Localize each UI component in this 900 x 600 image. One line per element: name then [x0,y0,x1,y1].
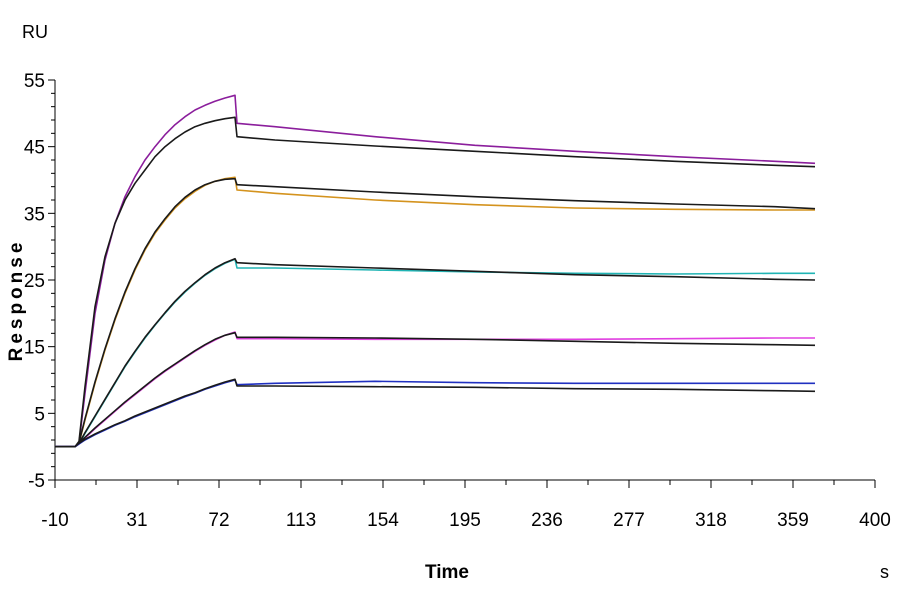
series-line-1 [55,94,816,448]
x-tick-label: 359 [777,510,809,531]
x-tick-label: 72 [208,510,229,531]
y-tick-label: 35 [24,204,45,225]
series-line-3 [55,176,815,448]
y-tick-label: 15 [24,338,45,359]
y-tick-label: 5 [34,404,45,425]
x-axis-ticks: -10 31 72 113 154 195 236 277 318 359 400 [41,480,891,531]
x-tick-label: 236 [531,510,563,531]
x-tick-label: 277 [613,510,645,531]
y-tick-label: 25 [24,271,45,292]
series-line-10 [55,378,816,448]
series-line-4 [55,177,816,448]
x-axis-title: Time [425,562,469,583]
series-group [55,94,816,448]
x-tick-label: 31 [126,510,147,531]
y-axis-title: Response [6,239,27,362]
series-line-8 [55,331,816,448]
y-axis-ticks: -5 5 15 25 35 45 55 [24,71,55,492]
y-unit-label: RU [22,22,48,42]
x-tick-label: 318 [695,510,727,531]
x-tick-label: -10 [41,510,68,531]
x-tick-label: 154 [367,510,399,531]
y-tick-label: -5 [28,471,45,492]
x-unit-label: s [880,562,889,582]
series-line-2 [55,116,816,448]
series-line-6 [55,257,816,448]
series-line-5 [55,258,815,448]
x-tick-label: 400 [859,510,891,531]
plot-area: -5 5 15 25 35 45 55 -10 31 72 113 154 195 236 277 318 3… [24,71,891,531]
y-tick-label: 55 [24,71,45,92]
x-tick-label: 195 [449,510,481,531]
y-tick-label: 45 [24,138,45,159]
x-tick-label: 113 [286,510,316,531]
